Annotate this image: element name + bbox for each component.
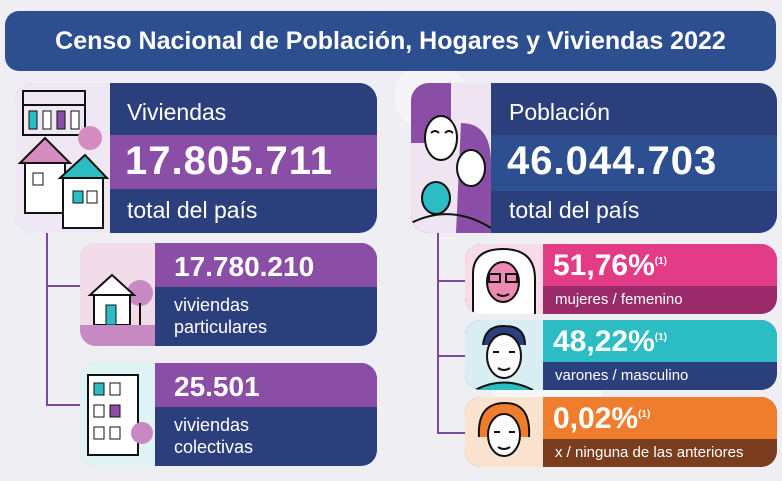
buildings-illustration xyxy=(15,83,110,233)
otros-percent: 0,02% xyxy=(553,402,639,435)
viviendas-card: Viviendas 17.805.711 total del país xyxy=(15,83,377,233)
poblacion-total: 46.044.703 xyxy=(507,139,718,183)
varones-band xyxy=(543,320,777,362)
woman-face-icon xyxy=(465,244,543,314)
mujeres-value: 51,76%(1) xyxy=(553,249,667,283)
mujeres-caption: mujeres / femenino xyxy=(555,291,683,308)
poblacion-connector-branch1 xyxy=(437,280,465,282)
particulares-band xyxy=(155,243,377,287)
viviendas-label: Viviendas xyxy=(127,99,227,125)
otros-card: 0,02%(1) x / ninguna de las anteriores xyxy=(465,397,777,467)
mujeres-percent: 51,76% xyxy=(553,249,655,282)
man-face-icon xyxy=(465,320,543,390)
poblacion-connector-branch3 xyxy=(437,432,465,434)
varones-value: 48,22%(1) xyxy=(553,325,667,359)
poblacion-caption: total del país xyxy=(509,197,640,223)
viviendas-number-band xyxy=(110,135,377,189)
person-face-icon xyxy=(465,397,543,467)
varones-card: 48,22%(1) varones / masculino xyxy=(465,320,777,390)
house-illustration xyxy=(80,243,155,346)
mujeres-card: 51,76%(1) mujeres / femenino xyxy=(465,244,777,314)
viviendas-connector xyxy=(46,233,48,405)
poblacion-connector xyxy=(437,233,439,433)
viviendas-label-band xyxy=(110,83,377,135)
mujeres-band xyxy=(543,244,777,286)
viviendas-connector-branch2 xyxy=(46,404,80,406)
particulares-line1: viviendas xyxy=(174,295,250,315)
particulares-line2: particulares xyxy=(174,317,268,337)
varones-caption: varones / masculino xyxy=(555,367,689,384)
colectivas-line2: colectivas xyxy=(174,437,254,457)
colectivas-band xyxy=(155,363,377,407)
particulares-card: 17.780.210 viviendas particulares xyxy=(80,243,377,346)
colectivas-value: 25.501 xyxy=(174,371,260,402)
poblacion-connector-branch2 xyxy=(437,355,465,357)
viviendas-connector-branch1 xyxy=(46,285,80,287)
colectivas-card: 25.501 viviendas colectivas xyxy=(80,363,377,466)
poblacion-card: Población 46.044.703 total del país xyxy=(411,83,777,233)
otros-band xyxy=(543,397,777,439)
varones-percent: 48,22% xyxy=(553,325,655,358)
page-title: Censo Nacional de Población, Hogares y V… xyxy=(5,11,776,71)
otros-note: (1) xyxy=(638,409,651,420)
apartment-illustration xyxy=(80,363,155,466)
viviendas-total: 17.805.711 xyxy=(125,139,333,183)
viviendas-caption: total del país xyxy=(127,197,258,223)
otros-caption: x / ninguna de las anteriores xyxy=(555,444,744,461)
poblacion-number-band xyxy=(491,135,777,191)
poblacion-label: Población xyxy=(509,99,611,125)
colectivas-line1: viviendas xyxy=(174,415,250,435)
varones-note: (1) xyxy=(654,332,667,343)
mujeres-note: (1) xyxy=(654,256,667,267)
particulares-value: 17.780.210 xyxy=(174,251,315,282)
people-illustration xyxy=(411,83,491,233)
otros-value: 0,02%(1) xyxy=(553,402,650,436)
